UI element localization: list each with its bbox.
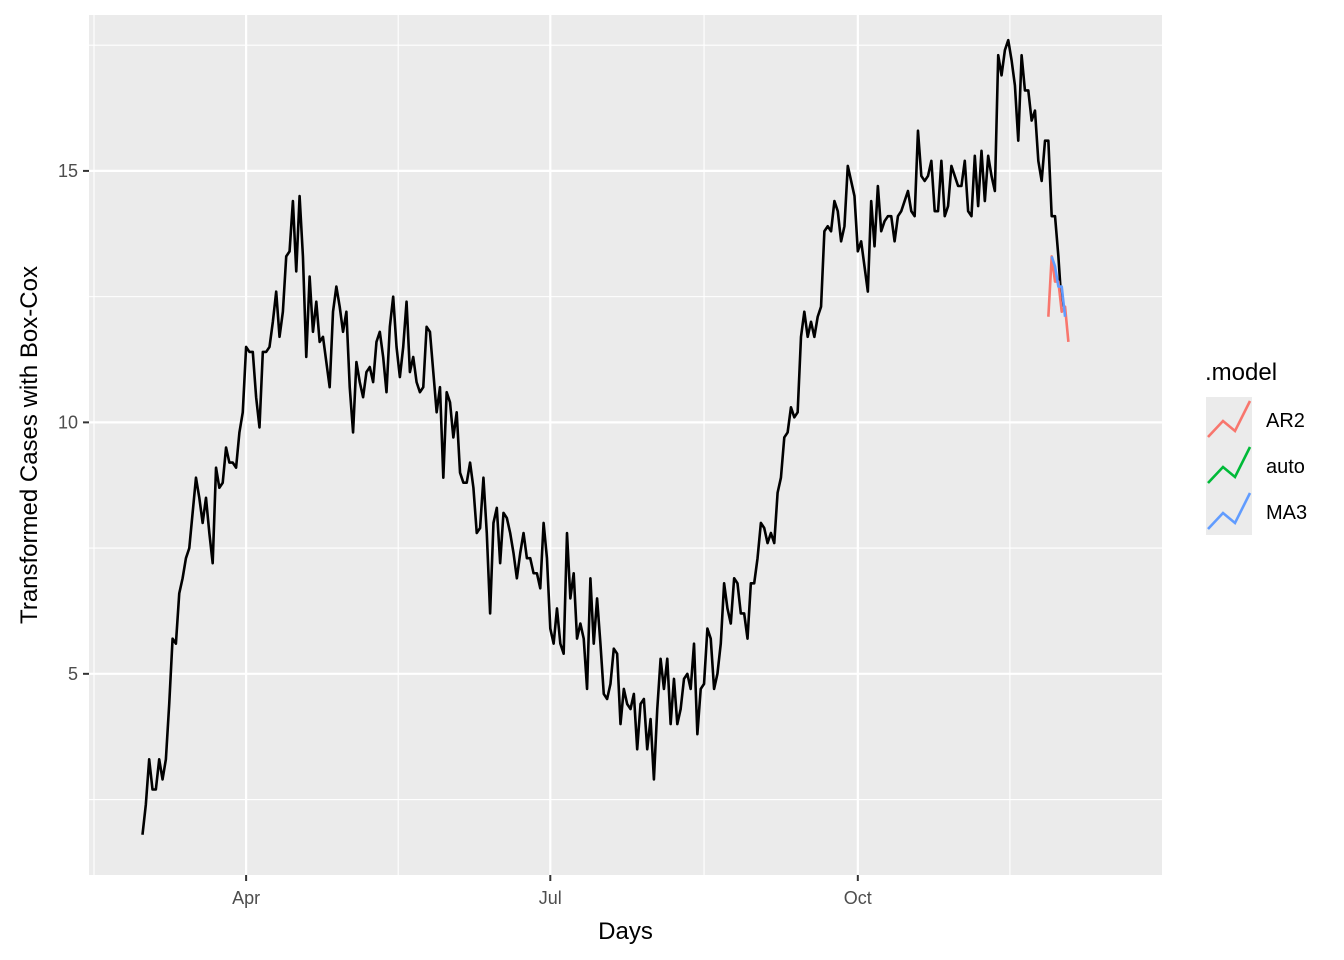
y-axis: 5 10 15 (58, 161, 89, 684)
series-line-observed (141, 38, 1064, 835)
x-tick-label: Apr (232, 888, 260, 908)
plot-panel (89, 15, 1162, 875)
grid-minor (89, 15, 1162, 875)
series-line-ma3 (1050, 255, 1067, 317)
y-tick-label: 15 (58, 161, 78, 181)
y-axis-title: Transformed Cases with Box-Cox (16, 266, 43, 624)
x-axis-title: Days (598, 918, 653, 945)
y-tick-label: 5 (68, 664, 78, 684)
x-tick-label: Jul (539, 888, 562, 908)
legend-key-background (1206, 443, 1252, 489)
legend-key-ar2 (1207, 400, 1252, 438)
legend-key-background (1206, 397, 1252, 443)
legend-key-auto (1207, 446, 1252, 484)
legend-label-ar2: AR2 (1266, 410, 1305, 432)
legend-key-background (1206, 489, 1252, 535)
series-layer (141, 38, 1070, 835)
legend-key-ma3 (1207, 492, 1252, 530)
x-tick-label: Oct (844, 888, 872, 908)
x-axis: Apr Jul Oct (232, 875, 872, 908)
legend-label-ma3: MA3 (1266, 502, 1307, 524)
legend-title: .model (1205, 359, 1277, 386)
y-tick-label: 10 (58, 412, 78, 432)
legend: .model AR2 auto MA3 (1205, 359, 1307, 535)
legend-label-auto: auto (1266, 456, 1305, 478)
